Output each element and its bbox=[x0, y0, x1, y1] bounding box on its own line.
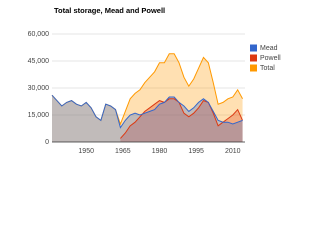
chart: Total storage, Mead and Powell 0 15,000 30… bbox=[28, 6, 281, 155]
x-tick-label: 1965 bbox=[115, 148, 131, 155]
x-tick-label: 1950 bbox=[78, 148, 94, 155]
y-tick-label: 15,000 bbox=[28, 112, 50, 119]
area bbox=[120, 98, 243, 142]
legend-swatch bbox=[250, 54, 257, 62]
x-tick-label: 2010 bbox=[225, 148, 241, 155]
legend-label: Powell bbox=[260, 55, 281, 62]
legend-label: Mead bbox=[260, 45, 278, 52]
x-tick-label: 1980 bbox=[152, 148, 168, 155]
y-tick-label: 60,000 bbox=[28, 31, 50, 38]
line bbox=[120, 98, 244, 139]
y-tick-label: 0 bbox=[45, 139, 49, 146]
y-tick-label: 45,000 bbox=[28, 58, 50, 65]
legend-swatch bbox=[250, 44, 257, 52]
chart-title: Total storage, Mead and Powell bbox=[54, 6, 165, 15]
legend-label: Total bbox=[260, 65, 275, 72]
x-tick-label: 1995 bbox=[188, 148, 204, 155]
y-tick-label: 30,000 bbox=[28, 85, 50, 92]
legend-swatch bbox=[250, 64, 257, 72]
line bbox=[51, 94, 243, 129]
